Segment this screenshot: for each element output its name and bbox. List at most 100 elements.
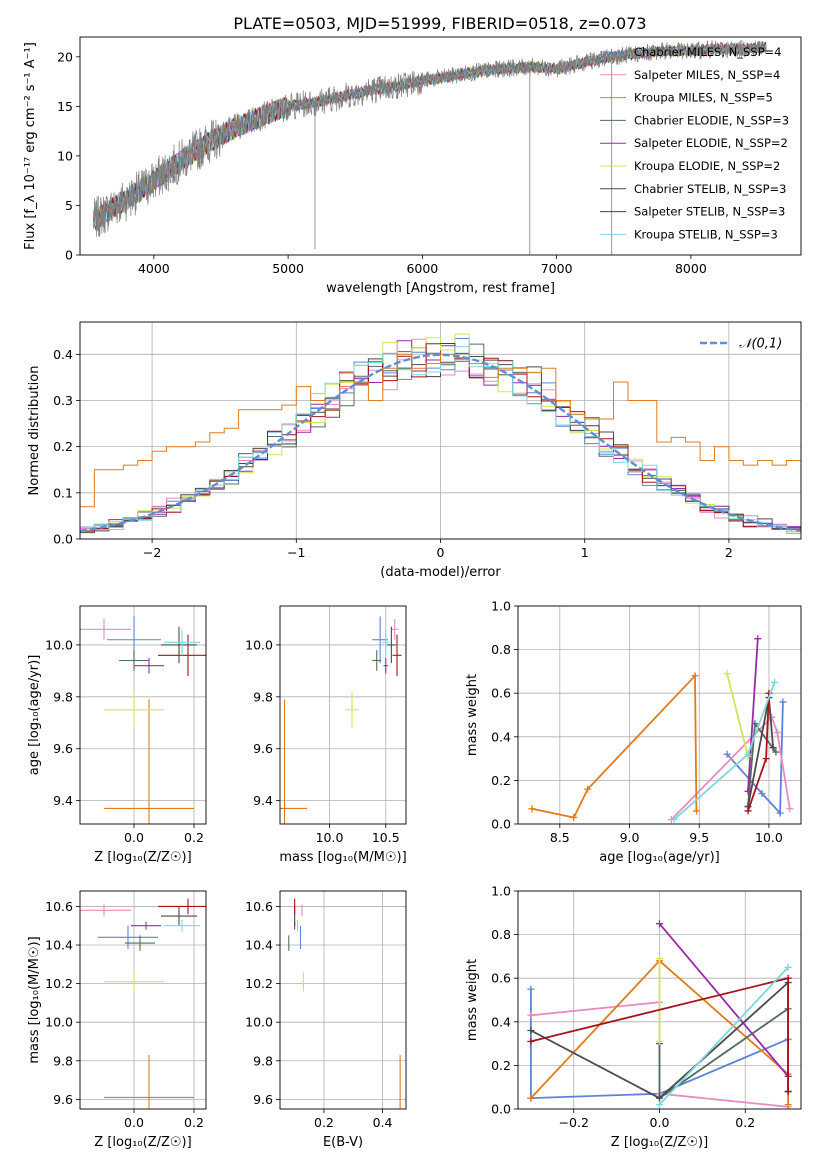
y-tick-label: 0.2 — [53, 439, 73, 454]
x-axis-label: (data-model)/error — [380, 565, 501, 580]
x-tick-label: −2 — [143, 545, 161, 560]
y-axis-label: age [log₁₀(age/yr)] — [27, 655, 42, 776]
figure-title: PLATE=0503, MJD=51999, FIBERID=0518, z=0… — [233, 14, 646, 33]
y-tick-label: 9.6 — [53, 741, 73, 756]
weight-marker — [527, 1027, 535, 1035]
y-tick-label: 10 — [57, 148, 73, 163]
data-point-errorbar — [125, 935, 155, 951]
weight-marker — [776, 809, 784, 817]
mass-vs-z-plot — [80, 898, 206, 1109]
data-point-errorbar — [131, 921, 161, 930]
data-point-errorbar — [164, 629, 200, 656]
y-tick-label: 9.4 — [53, 793, 73, 808]
y-tick-label: 0 — [65, 248, 73, 263]
y-axis-label: mass weight — [465, 959, 480, 1041]
data-point-errorbar — [158, 898, 206, 915]
data-point-errorbar — [161, 626, 197, 664]
weight-marker — [527, 985, 535, 993]
y-tick-label: 0.8 — [491, 927, 511, 942]
x-tick-label: 0.0 — [124, 1115, 144, 1130]
legend-label: Salpeter MILES, N_SSP=4 — [634, 68, 780, 82]
weight-vs-age-frame — [517, 605, 802, 825]
weight-line — [658, 966, 789, 1106]
weight-marker — [784, 1101, 792, 1109]
weight-marker — [723, 750, 731, 758]
x-axis-label: Z [log₁₀(Z/Z☉)] — [611, 1135, 708, 1150]
age-vs-mass-axes: 10.0 10.5 9.4 9.6 9.8 10.0 mass [log₁₀(M/M☉)] — [245, 606, 407, 865]
x-tick-label: 0.0 — [124, 830, 144, 845]
weight-line — [670, 715, 791, 821]
histogram-step-line — [80, 352, 801, 535]
legend-label: Chabrier ELODIE, N_SSP=3 — [634, 113, 789, 127]
x-tick-label: 0.2 — [184, 830, 204, 845]
weight-marker — [762, 755, 770, 763]
weight-vs-age-axes: 8.5 9.0 9.5 10.0 0.0 0.2 0.4 0.6 0.8 1.0 age [log₁… — [465, 599, 801, 865]
data-point-errorbar — [161, 906, 197, 926]
legend-label: Kroupa STELIB, N_SSP=3 — [634, 227, 778, 241]
x-tick-label: 8.5 — [550, 830, 570, 845]
y-tick-label: 9.6 — [253, 741, 273, 756]
y-tick-label: 10.4 — [45, 938, 73, 953]
y-tick-label: 10.0 — [45, 637, 73, 652]
x-axis-label: E(B-V) — [323, 1135, 363, 1150]
y-tick-label: 9.6 — [53, 1092, 73, 1107]
weight-marker — [769, 744, 777, 752]
y-tick-label: 0.2 — [491, 1058, 511, 1073]
weight-marker — [754, 635, 762, 643]
data-point-errorbar — [280, 699, 307, 824]
data-point-errorbar — [104, 691, 164, 728]
x-tick-label: 10.0 — [755, 830, 783, 845]
x-tick-label: 0.2 — [735, 1115, 755, 1130]
data-point-errorbar — [134, 657, 164, 674]
y-tick-label: 0.1 — [53, 485, 73, 500]
histogram-step-line — [80, 343, 801, 535]
spectrum-axes: 4000 5000 6000 7000 8000 0 5 10 15 20 wavelength [… — [23, 42, 707, 296]
y-tick-label: 5 — [65, 198, 73, 213]
y-tick-label: 0.6 — [491, 971, 511, 986]
weight-marker — [784, 1088, 792, 1096]
data-point-errorbar — [119, 650, 149, 671]
y-tick-label: 1.0 — [491, 884, 511, 899]
x-tick-label: 6000 — [406, 261, 438, 276]
mass-vs-z-axes: 0.0 0.2 9.6 9.8 10.0 10.2 10.4 10.6 Z [log₁₀(Z/Z… — [27, 891, 206, 1150]
y-tick-label: 0.3 — [53, 393, 73, 408]
y-axis-label: mass [log₁₀(M/M☉)] — [27, 936, 42, 1063]
y-tick-label: 9.6 — [253, 1092, 273, 1107]
weight-marker — [773, 728, 781, 736]
y-tick-label: 0.4 — [53, 347, 73, 362]
weight-line — [747, 638, 759, 792]
data-point-errorbar — [391, 618, 399, 640]
weight-marker — [768, 713, 776, 721]
data-point-errorbar — [392, 634, 402, 677]
weight-marker — [779, 698, 787, 706]
y-tick-label: 10.6 — [245, 899, 273, 914]
weight-marker — [656, 1101, 663, 1109]
weight-marker — [744, 750, 752, 758]
weight-line — [658, 923, 789, 1077]
weight-marker — [772, 748, 780, 756]
y-tick-label: 10.0 — [245, 637, 273, 652]
weight-marker — [570, 813, 578, 821]
y-tick-label: 9.8 — [53, 1053, 73, 1068]
y-tick-label: 0.4 — [491, 729, 511, 744]
mass-vs-z-frame — [79, 890, 207, 1110]
y-tick-label: 0.0 — [491, 817, 511, 832]
y-tick-label: 9.8 — [253, 689, 273, 704]
weight-marker — [656, 1037, 663, 1045]
data-point-errorbar — [383, 657, 388, 674]
legend-label: Kroupa MILES, N_SSP=5 — [634, 91, 773, 105]
weight-marker — [656, 1094, 663, 1102]
weight-marker — [528, 805, 536, 813]
data-point-errorbar — [158, 634, 206, 677]
age-vs-z-frame — [79, 605, 207, 825]
weight-line — [531, 673, 698, 819]
y-tick-label: 15 — [57, 99, 73, 114]
y-tick-label: 0.0 — [491, 1102, 511, 1117]
weight-marker — [758, 789, 766, 797]
x-tick-label: −1 — [287, 545, 305, 560]
y-tick-label: 9.8 — [53, 689, 73, 704]
x-tick-label: 9.0 — [620, 830, 640, 845]
histogram-step-line — [80, 353, 801, 508]
x-tick-label: 0.4 — [373, 1115, 393, 1130]
